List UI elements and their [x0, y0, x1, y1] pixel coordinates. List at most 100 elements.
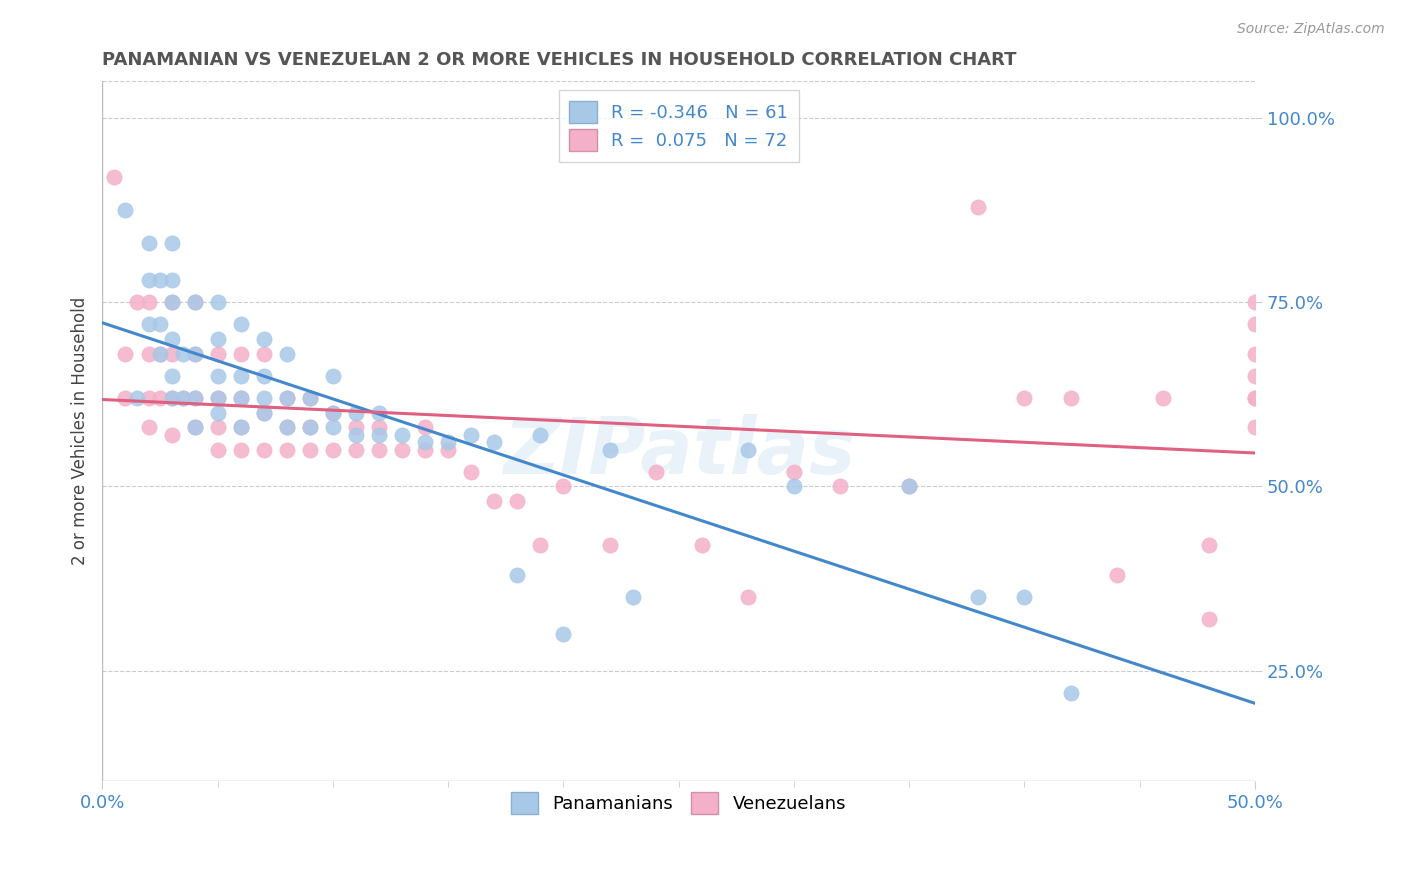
Point	[1014, 391, 1036, 405]
Point	[103, 170, 125, 185]
Point	[183, 295, 205, 310]
Point	[172, 391, 194, 405]
Point	[322, 442, 344, 457]
Point	[160, 295, 183, 310]
Point	[229, 318, 252, 332]
Point	[484, 494, 506, 508]
Point	[828, 479, 851, 493]
Point	[229, 420, 252, 434]
Point	[149, 391, 172, 405]
Point	[229, 420, 252, 434]
Point	[160, 428, 183, 442]
Point	[125, 295, 148, 310]
Point	[1244, 391, 1267, 405]
Point	[1244, 295, 1267, 310]
Point	[368, 428, 391, 442]
Point	[253, 391, 276, 405]
Point	[437, 442, 460, 457]
Point	[149, 273, 172, 287]
Point	[207, 391, 229, 405]
Point	[172, 347, 194, 361]
Point	[322, 406, 344, 420]
Point	[253, 406, 276, 420]
Point	[229, 391, 252, 405]
Point	[898, 479, 921, 493]
Point	[1244, 347, 1267, 361]
Point	[460, 428, 482, 442]
Point	[437, 435, 460, 450]
Point	[506, 567, 529, 582]
Text: ZIPatlas: ZIPatlas	[502, 414, 855, 491]
Point	[344, 442, 367, 457]
Point	[783, 465, 806, 479]
Point	[253, 332, 276, 346]
Point	[344, 406, 367, 420]
Point	[207, 406, 229, 420]
Text: PANAMANIAN VS VENEZUELAN 2 OR MORE VEHICLES IN HOUSEHOLD CORRELATION CHART: PANAMANIAN VS VENEZUELAN 2 OR MORE VEHIC…	[103, 51, 1017, 69]
Point	[783, 479, 806, 493]
Point	[644, 465, 666, 479]
Point	[125, 391, 148, 405]
Point	[599, 442, 621, 457]
Point	[160, 391, 183, 405]
Point	[207, 332, 229, 346]
Point	[183, 420, 205, 434]
Point	[229, 442, 252, 457]
Point	[506, 494, 529, 508]
Point	[529, 538, 551, 552]
Point	[298, 442, 321, 457]
Point	[138, 420, 160, 434]
Point	[1244, 318, 1267, 332]
Point	[183, 347, 205, 361]
Point	[553, 479, 575, 493]
Point	[253, 442, 276, 457]
Point	[160, 368, 183, 383]
Point	[183, 391, 205, 405]
Point	[1059, 685, 1081, 699]
Point	[276, 347, 298, 361]
Point	[298, 391, 321, 405]
Point	[967, 200, 990, 214]
Point	[229, 391, 252, 405]
Point	[344, 420, 367, 434]
Point	[276, 420, 298, 434]
Point	[138, 318, 160, 332]
Point	[149, 347, 172, 361]
Point	[413, 435, 436, 450]
Point	[149, 318, 172, 332]
Point	[737, 590, 759, 604]
Point	[413, 442, 436, 457]
Point	[737, 442, 759, 457]
Point	[391, 428, 413, 442]
Point	[138, 273, 160, 287]
Point	[344, 428, 367, 442]
Point	[207, 391, 229, 405]
Point	[183, 391, 205, 405]
Point	[276, 442, 298, 457]
Point	[690, 538, 713, 552]
Point	[529, 428, 551, 442]
Point	[368, 420, 391, 434]
Point	[207, 442, 229, 457]
Point	[149, 347, 172, 361]
Point	[1198, 538, 1220, 552]
Point	[1244, 391, 1267, 405]
Point	[599, 538, 621, 552]
Point	[621, 590, 644, 604]
Point	[967, 590, 990, 604]
Point	[207, 368, 229, 383]
Point	[298, 420, 321, 434]
Point	[172, 391, 194, 405]
Point	[207, 420, 229, 434]
Point	[322, 368, 344, 383]
Point	[368, 442, 391, 457]
Point	[160, 236, 183, 251]
Point	[229, 368, 252, 383]
Legend: Panamanians, Venezuelans: Panamanians, Venezuelans	[501, 780, 858, 824]
Point	[183, 347, 205, 361]
Point	[114, 203, 136, 218]
Point	[460, 465, 482, 479]
Point	[160, 347, 183, 361]
Point	[276, 391, 298, 405]
Point	[160, 332, 183, 346]
